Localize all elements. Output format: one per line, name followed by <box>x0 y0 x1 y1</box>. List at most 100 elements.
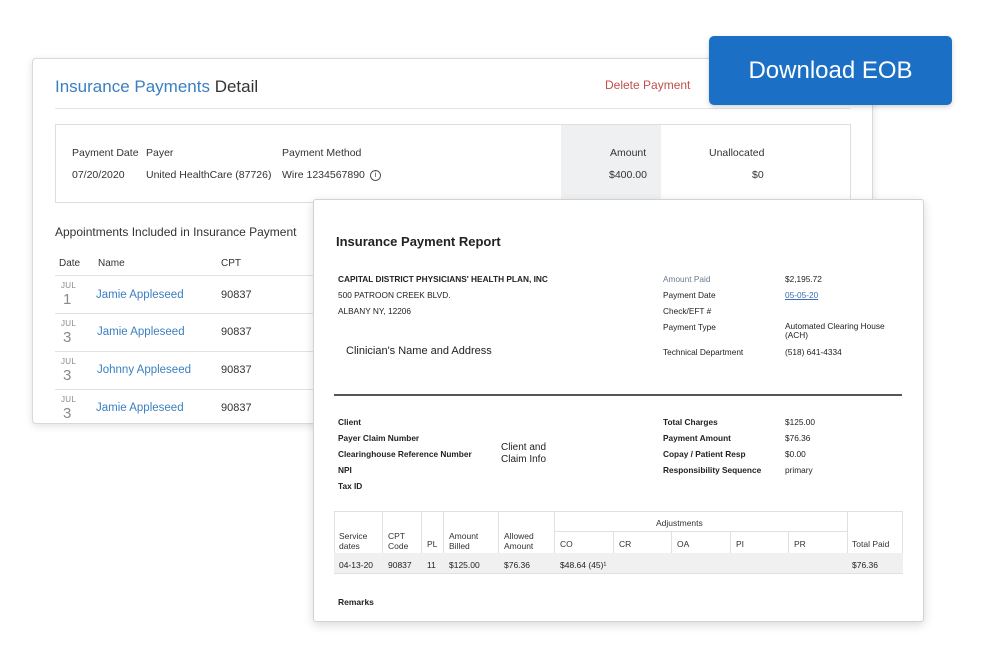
appointment-month: JUL <box>61 281 77 290</box>
date-column-header: Date <box>59 258 81 269</box>
technical-department-phone: (518) 641-4334 <box>785 347 842 357</box>
pi-header: PI <box>736 539 745 549</box>
payer-value: United HealthCare (87726) <box>146 169 272 181</box>
amount-billed-header: Amount Billed <box>449 531 479 551</box>
column-divider <box>730 531 731 573</box>
payer-name: CAPITAL DISTRICT PHYSICIANS' HEALTH PLAN… <box>338 274 548 284</box>
row-divider <box>55 389 325 390</box>
unallocated-value: $0 <box>752 169 764 181</box>
report-divider <box>334 394 902 396</box>
payment-method-header: Payment Method <box>282 147 362 159</box>
appointment-cpt: 90837 <box>221 364 252 376</box>
technical-department-label: Technical Department <box>663 347 744 357</box>
payer-city: ALBANY NY, 12206 <box>338 306 412 316</box>
oa-header: OA <box>677 539 690 549</box>
info-icon[interactable]: i <box>369 169 381 181</box>
adjustments-divider <box>554 531 847 532</box>
appointment-client-link[interactable]: Jamie Appleseed <box>96 289 184 301</box>
column-divider <box>613 531 614 573</box>
payment-date-header: Payment Date <box>72 147 139 159</box>
npi-label: NPI <box>338 465 352 475</box>
amount-paid-label: Amount Paid <box>663 274 711 284</box>
appointments-heading: Appointments Included in Insurance Payme… <box>55 225 297 239</box>
column-divider <box>443 511 444 573</box>
amount-paid-value: $2,195.72 <box>785 274 822 284</box>
payment-amount-label: Payment Amount <box>663 433 731 443</box>
page-title-accent: Insurance Payments <box>55 77 210 96</box>
clinician-name-address: Clinician's Name and Address <box>346 345 492 357</box>
cr-header: CR <box>619 539 632 549</box>
payment-summary-box: Payment Date Payer Payment Method Amount… <box>55 124 851 203</box>
amount-billed-cell: $125.00 <box>449 560 480 570</box>
copay-value: $0.00 <box>785 449 806 459</box>
service-date-cell: 04-13-20 <box>339 560 374 570</box>
appointment-month: JUL <box>61 357 77 366</box>
page-title-rest: Detail <box>214 77 259 96</box>
column-divider <box>421 511 422 573</box>
page-title: Insurance Payments Detail <box>55 77 258 97</box>
co-header: CO <box>560 539 573 549</box>
check-eft-label: Check/EFT # <box>663 306 712 316</box>
appointment-day: 3 <box>63 367 72 384</box>
payment-method-text: Wire 1234567890 <box>282 169 365 181</box>
payer-header: Payer <box>146 147 174 159</box>
table-border <box>334 511 903 512</box>
copay-label: Copay / Patient Resp <box>663 449 746 459</box>
tax-id-label: Tax ID <box>338 481 363 491</box>
download-eob-button[interactable]: Download EOB <box>709 36 952 105</box>
allowed-amount-cell: $76.36 <box>504 560 530 570</box>
total-charges-label: Total Charges <box>663 417 718 427</box>
column-divider <box>498 511 499 573</box>
responsibility-sequence-label: Responsibility Sequence <box>663 465 762 475</box>
total-paid-cell: $76.36 <box>852 560 878 570</box>
total-charges-value: $125.00 <box>785 417 815 427</box>
row-divider <box>55 351 325 352</box>
appointment-day: 1 <box>63 291 72 308</box>
appointment-client-link[interactable]: Jamie Appleseed <box>97 326 185 338</box>
total-paid-header: Total Paid <box>852 539 890 549</box>
payment-method-value: Wire 1234567890 i <box>282 169 381 181</box>
appointment-day: 3 <box>63 405 72 422</box>
appointment-client-link[interactable]: Johnny Appleseed <box>97 364 191 376</box>
appointment-day: 3 <box>63 329 72 346</box>
co-cell: $48.64 (45)¹ <box>560 560 607 570</box>
table-border <box>902 511 903 573</box>
amount-column-highlight <box>561 125 661 202</box>
payer-street: 500 PATROON CREEK BLVD. <box>338 290 451 300</box>
cpt-code-header: CPT Code <box>388 531 409 551</box>
payment-type-label: Payment Type <box>663 322 716 332</box>
pl-cell: 11 <box>427 560 436 570</box>
amount-header: Amount <box>610 147 647 159</box>
payment-date-value: 05-05-20 <box>785 290 819 300</box>
column-divider <box>382 511 383 573</box>
amount-value: $400.00 <box>609 169 647 181</box>
table-border <box>334 573 903 574</box>
row-divider <box>55 275 325 276</box>
column-divider <box>847 511 848 573</box>
column-divider <box>671 531 672 573</box>
unallocated-header: Unallocated <box>709 147 765 159</box>
pl-header: PL <box>427 539 438 549</box>
appointment-month: JUL <box>61 319 77 328</box>
adjustments-header: Adjustments <box>656 518 703 528</box>
cpt-code-cell: 90837 <box>388 560 412 570</box>
delete-payment-link[interactable]: Delete Payment <box>605 78 691 92</box>
allowed-amount-header: Allowed Amount <box>504 531 534 551</box>
client-claim-info: Client and Claim Info <box>501 442 547 465</box>
payment-date-value: 07/20/2020 <box>72 169 125 181</box>
appointment-month: JUL <box>61 395 77 404</box>
report-title: Insurance Payment Report <box>336 234 501 249</box>
appointment-client-link[interactable]: Jamie Appleseed <box>96 402 184 414</box>
appointment-cpt: 90837 <box>221 402 252 414</box>
title-divider <box>55 108 850 109</box>
insurance-payment-report: Insurance Payment Report CAPITAL DISTRIC… <box>313 199 924 622</box>
name-column-header: Name <box>98 258 125 269</box>
responsibility-sequence-value: primary <box>785 465 813 475</box>
table-border <box>334 511 335 573</box>
column-divider <box>554 511 555 573</box>
payment-type-value: Automated Clearing House (ACH) <box>785 321 885 340</box>
payment-date-label: Payment Date <box>663 290 716 300</box>
column-divider <box>788 531 789 573</box>
row-divider <box>55 313 325 314</box>
payer-claim-number-label: Payer Claim Number <box>338 433 420 443</box>
